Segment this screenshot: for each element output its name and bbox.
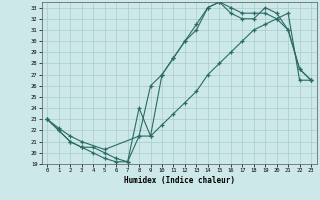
X-axis label: Humidex (Indice chaleur): Humidex (Indice chaleur) <box>124 176 235 185</box>
